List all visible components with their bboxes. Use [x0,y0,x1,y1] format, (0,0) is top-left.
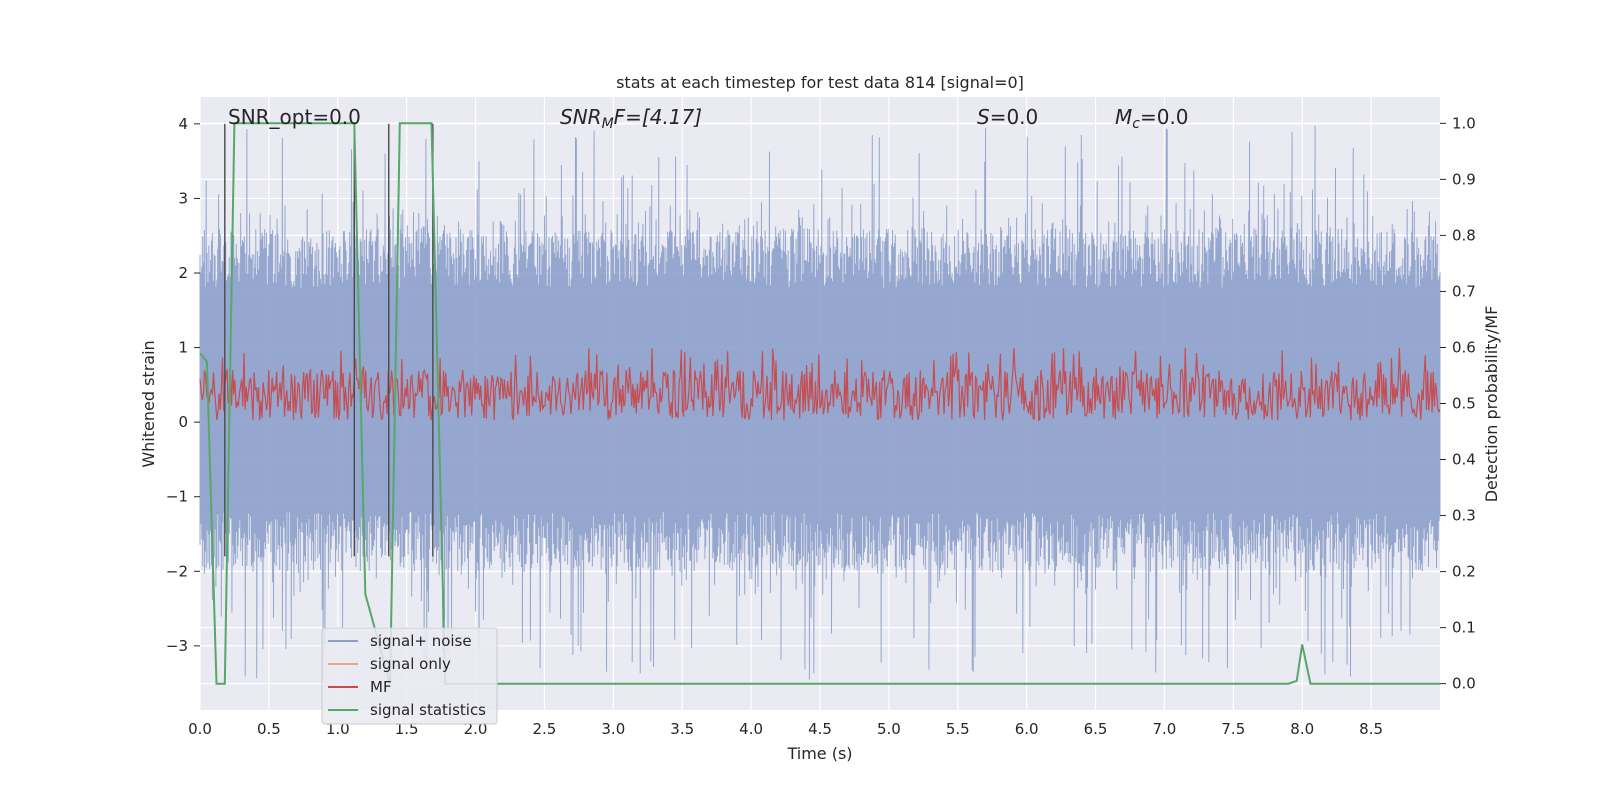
mf-line [199,347,1441,422]
mc-annotation: Mc=0.0 [1115,105,1189,132]
x-tick-label: 0.0 [188,720,212,738]
y-axis-label: Whitened strain [139,340,158,467]
signal-statistics-line [199,122,1440,685]
x-tick-label: 8.0 [1290,720,1314,738]
snr-mf-prefix: SNR [560,105,602,129]
y2-tick-label: 0.3 [1452,507,1476,525]
snr-mf-annotation: SNRMF=[4.17] [560,105,702,132]
y2-tick-label: 1.0 [1452,114,1476,132]
x-tick-label: 2.5 [533,720,557,738]
y-tick-label: 4 [178,115,188,133]
snr-mf-suffix: F=[4.17] [614,105,702,129]
signal-statistics-series [199,122,1440,685]
mc-subscript: c [1132,116,1140,132]
y-tick-label: −1 [166,488,188,506]
y2-tick-label: 0.4 [1452,451,1476,469]
y2-tick-label: 0.5 [1452,395,1476,413]
y2-axis-label: Detection probability/MF [1482,306,1501,503]
y2-tick-label: 0.1 [1452,619,1476,637]
y2-tick-label: 0.8 [1452,226,1476,244]
x-axis-label: Time (s) [786,744,852,763]
legend-label-signal-plus-noise: signal+ noise [370,632,472,650]
y-tick-label: 2 [178,264,188,282]
x-axis: 0.0 0.5 1.0 1.5 2.0 2.5 3.0 3.5 4.0 4.5 5.0 5.5 6.0 6… [188,720,1383,738]
mc-suffix: =0.0 [1140,105,1189,129]
legend: signal+ noise signal only MF signal stat… [321,627,498,725]
x-tick-label: 4.5 [808,720,832,738]
x-tick-label: 3.0 [601,720,625,738]
y2-tick-label: 0.6 [1452,338,1476,356]
snr-opt-annotation: SNR_opt=0.0 [228,105,361,129]
x-tick-label: 7.5 [1221,720,1245,738]
y-tick-label: 0 [178,413,188,431]
legend-label-signal-statistics: signal statistics [370,701,486,719]
y-axis-right: 1.0 0.9 0.8 0.7 0.6 0.5 0.4 0.3 0.2 0.1 0.0 [1440,114,1476,693]
x-tick-label: 4.0 [739,720,763,738]
x-tick-label: 3.5 [670,720,694,738]
x-tick-label: 5.0 [877,720,901,738]
s-suffix: =0.0 [990,105,1039,129]
y-tick-label: −3 [166,637,188,655]
y2-tick-label: 0.0 [1452,675,1476,693]
x-tick-label: 6.0 [1015,720,1039,738]
signal-plus-noise-line [199,125,1441,680]
chart-title: stats at each timestep for test data 814… [616,73,1024,92]
legend-box [321,627,498,725]
x-tick-label: 7.0 [1153,720,1177,738]
s-annotation: S=0.0 [977,105,1038,129]
y2-tick-label: 0.2 [1452,563,1476,581]
mf-series [199,347,1441,422]
x-tick-label: 5.5 [946,720,970,738]
s-prefix: S [977,105,990,129]
y-axis-left: 4 3 2 1 0 −1 −2 −3 [166,115,200,655]
signal-plus-noise-series [199,125,1441,680]
x-tick-label: 0.5 [257,720,281,738]
mc-prefix: M [1115,105,1132,129]
y-tick-label: 1 [178,339,188,357]
y2-tick-label: 0.7 [1452,282,1476,300]
x-tick-label: 6.5 [1084,720,1108,738]
x-tick-label: 8.5 [1359,720,1383,738]
snr-mf-subscript: M [602,116,614,132]
legend-label-signal-only: signal only [370,655,451,673]
y-tick-label: −2 [166,562,188,580]
y-tick-label: 3 [178,189,188,207]
legend-label-mf: MF [370,678,392,696]
y2-tick-label: 0.9 [1452,170,1476,188]
